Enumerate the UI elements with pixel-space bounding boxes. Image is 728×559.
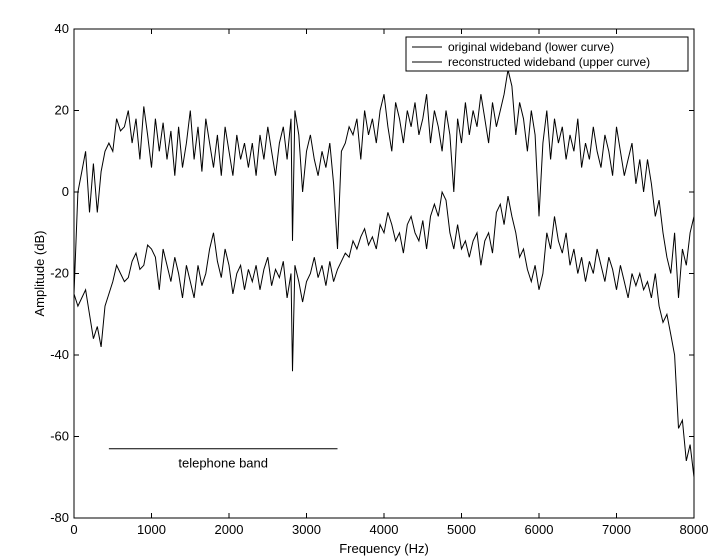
x-tick-label: 4000	[370, 522, 399, 537]
x-tick-label: 1000	[137, 522, 166, 537]
y-tick-label: 0	[62, 184, 69, 199]
y-axis-label: Amplitude (dB)	[32, 231, 47, 317]
axes-group: 0 1000 2000 3000 4000 5000 6000 7000 8000 -80 -60 -…	[32, 21, 708, 556]
x-tick-label: 5000	[447, 522, 476, 537]
y-tick-label: -60	[50, 429, 69, 444]
y-tick-label: 40	[55, 21, 69, 36]
y-tick-label: -40	[50, 347, 69, 362]
legend-entry: reconstructed wideband (upper curve)	[448, 55, 650, 69]
plot-frame	[73, 28, 695, 519]
x-tick-label: 7000	[602, 522, 631, 537]
x-tick-label: 2000	[215, 522, 244, 537]
x-tick-label: 8000	[680, 522, 709, 537]
y-tick-label: -20	[50, 266, 69, 281]
annotation-group: telephone band	[108, 448, 338, 471]
x-axis-label: Frequency (Hz)	[339, 541, 429, 556]
x-tick-label: 0	[70, 522, 77, 537]
legend-box	[405, 36, 689, 72]
x-tick-label: 3000	[292, 522, 321, 537]
series-original-line	[73, 190, 695, 478]
y-tick-label: -80	[50, 510, 69, 525]
legend-entry: original wideband (lower curve)	[448, 40, 614, 54]
series-reconstructed-line	[73, 69, 695, 298]
series-group	[73, 69, 695, 478]
x-tick-label: 6000	[525, 522, 554, 537]
y-tick-label: 20	[55, 103, 69, 118]
legend: original wideband (lower curve)reconstru…	[405, 36, 689, 72]
telephone-band-label: telephone band	[178, 456, 268, 471]
